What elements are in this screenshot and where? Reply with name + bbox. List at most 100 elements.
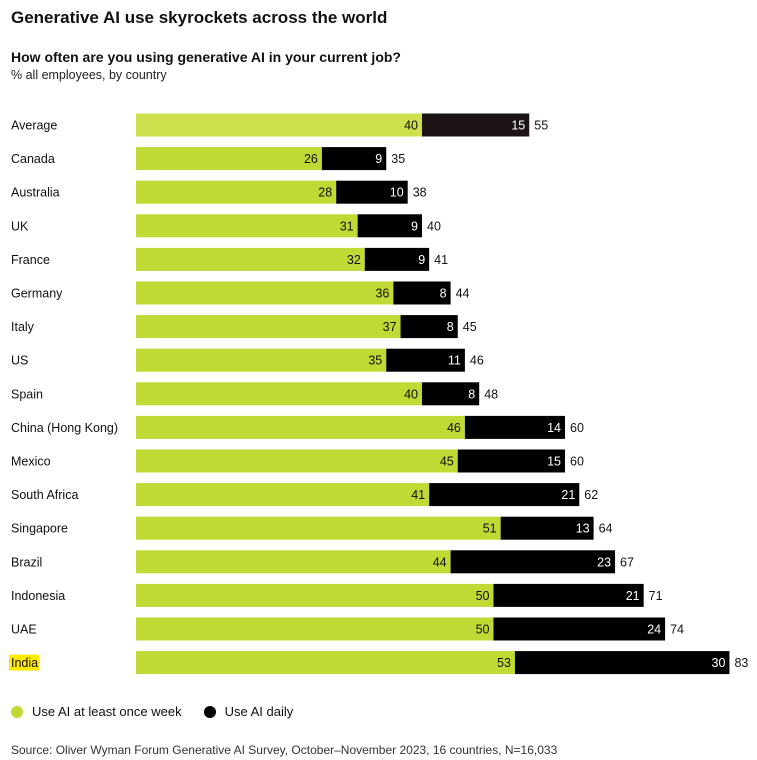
data-label-weekly: 51 (483, 522, 497, 536)
bar-daily (493, 583, 644, 607)
data-label-daily: 8 (440, 287, 447, 301)
legend-label-daily: Use AI daily (224, 704, 294, 719)
bar-daily (336, 180, 408, 204)
data-label-weekly: 45 (440, 455, 454, 469)
data-label-daily: 23 (597, 555, 611, 569)
legend-item-daily: Use AI daily (203, 704, 294, 719)
data-label-total: 38 (413, 186, 427, 200)
category-label: South Africa (11, 488, 78, 502)
data-label-total: 35 (391, 152, 405, 166)
bar-weekly (136, 617, 494, 641)
data-label-weekly: 37 (383, 320, 397, 334)
bar-daily (493, 617, 666, 641)
category-label: China (Hong Kong) (11, 421, 118, 435)
bar-daily (400, 315, 458, 339)
data-label-daily: 8 (468, 387, 475, 401)
data-label-daily: 15 (547, 455, 561, 469)
bar-daily (422, 113, 530, 137)
bar-daily (429, 483, 580, 507)
category-label: Singapore (11, 522, 68, 536)
data-label-daily: 8 (447, 320, 454, 334)
category-label: Brazil (11, 555, 42, 569)
data-label-total: 83 (734, 656, 748, 670)
category-label: UK (11, 219, 29, 233)
data-label-total: 71 (649, 589, 663, 603)
category-label: India (11, 656, 38, 670)
data-label-total: 74 (670, 623, 684, 637)
data-label-total: 60 (570, 455, 584, 469)
data-label-total: 60 (570, 421, 584, 435)
data-label-daily: 15 (511, 119, 525, 133)
bar-daily (321, 147, 387, 171)
data-label-daily: 24 (647, 623, 661, 637)
bar-weekly (136, 550, 451, 574)
category-label: Germany (11, 287, 63, 301)
data-label-total: 46 (470, 354, 484, 368)
data-label-daily: 9 (418, 253, 425, 267)
legend-label-weekly: Use AI at least once week (32, 704, 182, 719)
bar-daily (364, 247, 430, 271)
bar-daily (386, 348, 465, 372)
data-label-total: 40 (427, 219, 441, 233)
data-label-weekly: 53 (497, 656, 511, 670)
data-label-weekly: 50 (476, 589, 490, 603)
legend-swatch-weekly (11, 705, 23, 718)
legend: Use AI at least once week Use AI daily (11, 704, 315, 719)
bar-weekly (136, 583, 494, 607)
data-label-total: 67 (620, 555, 634, 569)
legend-swatch-daily (203, 705, 216, 718)
data-label-weekly: 44 (433, 555, 447, 569)
data-label-weekly: 46 (447, 421, 461, 435)
data-label-total: 48 (484, 387, 498, 401)
bar-daily (500, 516, 594, 540)
bar-weekly (136, 247, 365, 271)
bar-weekly (136, 415, 465, 439)
bar-weekly (136, 449, 458, 473)
data-label-weekly: 32 (347, 253, 361, 267)
bar-daily (357, 214, 422, 238)
chart-unit-note: % all employees, by country (11, 68, 167, 82)
data-label-daily: 10 (390, 186, 404, 200)
stacked-bar-chart: Average 40 15 55 Canada 26 9 35 Australia 28 10 38 U… (9, 113, 748, 675)
data-label-daily: 11 (448, 354, 461, 368)
bar-weekly (136, 651, 515, 675)
data-label-weekly: 28 (318, 186, 332, 200)
bar-daily (457, 449, 565, 473)
source-note: Source: Oliver Wyman Forum Generative AI… (11, 743, 558, 757)
data-label-total: 41 (434, 253, 448, 267)
bar-daily (422, 382, 480, 406)
category-label: Italy (11, 320, 35, 334)
data-label-total: 62 (584, 488, 598, 502)
chart-title: Generative AI use skyrockets across the … (11, 8, 388, 27)
bar-weekly (136, 281, 394, 305)
bar-daily (450, 550, 616, 574)
data-label-daily: 9 (375, 152, 382, 166)
bar-daily (514, 651, 730, 675)
bar-weekly (136, 214, 358, 238)
bar-weekly (136, 483, 430, 507)
category-highlight (9, 654, 39, 671)
data-label-weekly: 40 (404, 119, 418, 133)
category-label: Indonesia (11, 589, 65, 603)
data-label-daily: 21 (626, 589, 640, 603)
bar-daily (393, 281, 451, 305)
data-label-weekly: 35 (368, 354, 382, 368)
data-label-daily: 9 (411, 219, 418, 233)
data-label-weekly: 41 (411, 488, 425, 502)
category-label: Spain (11, 387, 43, 401)
data-label-total: 45 (463, 320, 477, 334)
bar-weekly (136, 516, 501, 540)
data-label-weekly: 31 (340, 219, 354, 233)
data-label-total: 44 (456, 287, 470, 301)
category-label: Average (11, 119, 57, 133)
category-label: Canada (11, 152, 55, 166)
data-label-daily: 13 (576, 522, 590, 536)
data-label-daily: 14 (547, 421, 561, 435)
data-label-weekly: 26 (304, 152, 318, 166)
bar-weekly (136, 315, 401, 339)
bar-daily (464, 415, 565, 439)
data-label-daily: 30 (712, 656, 726, 670)
bar-weekly (136, 113, 422, 137)
bar-weekly (136, 147, 322, 171)
chart-subtitle: How often are you using generative AI in… (11, 49, 401, 65)
